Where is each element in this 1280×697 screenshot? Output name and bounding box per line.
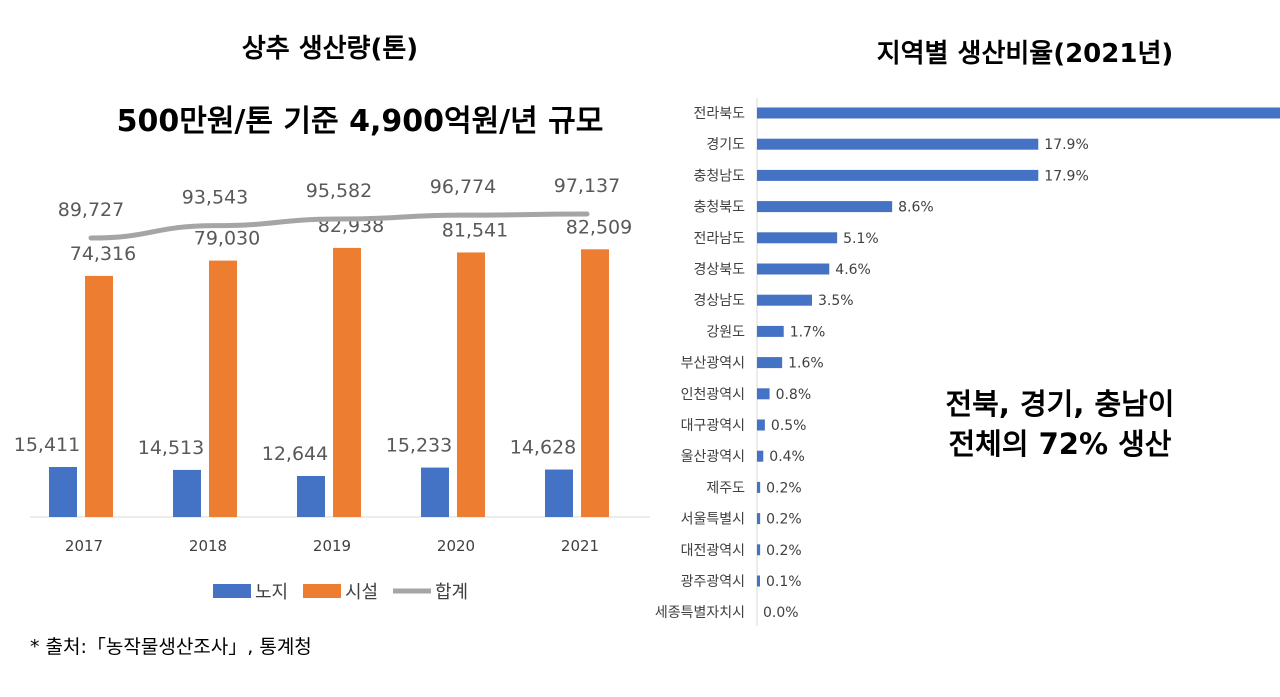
- x-tick-label-2020: 2020: [437, 537, 475, 555]
- bar-서울특별시: [757, 513, 761, 525]
- bar-시설-2021: [581, 249, 609, 517]
- data-label-시설-2020: 81,541: [442, 219, 508, 241]
- category-label-충청북도: 충청북도: [693, 200, 745, 216]
- data-label-경상북도: 4.6%: [835, 262, 871, 278]
- data-label-합계-2017: 89,727: [58, 199, 124, 221]
- bar-전라북도: [757, 107, 1280, 119]
- data-label-강원도: 1.7%: [790, 324, 826, 340]
- category-label-제주도: 제주도: [706, 480, 745, 496]
- callout-line-1: 전북, 경기, 충남이: [945, 387, 1175, 421]
- category-label-전라북도: 전라북도: [693, 106, 745, 122]
- category-label-서울특별시: 서울특별시: [681, 512, 745, 528]
- data-label-대구광역시: 0.5%: [771, 418, 807, 434]
- callout-line-2: 전체의 72% 생산: [948, 427, 1172, 461]
- bar-노지-2018: [173, 469, 201, 517]
- legend-label-노지: 노지: [255, 582, 288, 603]
- x-tick-label-2021: 2021: [561, 537, 599, 555]
- bar-전라남도: [757, 232, 838, 244]
- bar-충청남도: [757, 169, 1039, 181]
- bar-시설-2020: [457, 252, 485, 517]
- bar-시설-2018: [209, 260, 237, 517]
- data-label-제주도: 0.2%: [766, 480, 802, 496]
- data-label-노지-2017: 15,411: [14, 434, 80, 456]
- data-label-경기도: 17.9%: [1044, 137, 1088, 153]
- bar-노지-2017: [49, 466, 77, 517]
- data-label-울산광역시: 0.4%: [769, 449, 805, 465]
- legend-label-시설: 시설: [345, 582, 378, 603]
- legend-swatch-시설: [303, 584, 341, 598]
- data-label-노지-2019: 12,644: [262, 443, 328, 465]
- data-label-광주광역시: 0.1%: [766, 574, 802, 590]
- category-label-울산광역시: 울산광역시: [681, 449, 745, 465]
- production-chart: 15,411 74,316 2017 14,513 79,030 2018 12,644 82…: [14, 175, 650, 603]
- bar-대구광역시: [757, 419, 765, 431]
- data-label-인천광역시: 0.8%: [776, 387, 812, 403]
- data-label-서울특별시: 0.2%: [766, 512, 802, 528]
- data-label-노지-2020: 15,233: [386, 435, 452, 457]
- bar-노지-2019: [297, 475, 325, 517]
- legend-swatch-노지: [213, 584, 251, 598]
- data-label-전라남도: 5.1%: [843, 231, 879, 247]
- category-label-광주광역시: 광주광역시: [681, 574, 745, 590]
- bar-노지-2021: [545, 469, 573, 517]
- data-label-노지-2018: 14,513: [138, 437, 204, 459]
- data-label-시설-2017: 74,316: [70, 243, 136, 265]
- bar-광주광역시: [757, 575, 760, 587]
- left-chart-title: 상추 생산량(톤): [241, 34, 419, 64]
- bar-울산광역시: [757, 450, 764, 462]
- category-label-대구광역시: 대구광역시: [681, 418, 745, 434]
- data-label-충청남도: 17.9%: [1044, 168, 1088, 184]
- category-label-전라남도: 전라남도: [693, 231, 745, 247]
- bar-경상남도: [757, 294, 812, 306]
- left-chart-subtitle: 500만원/톤 기준 4,900억원/년 규모: [116, 104, 604, 139]
- data-label-합계-2018: 93,543: [182, 187, 248, 209]
- series-line-합계: [88, 211, 590, 241]
- data-label-합계-2020: 96,774: [430, 176, 496, 198]
- data-label-시설-2018: 79,030: [194, 228, 260, 250]
- source-note: * 출처:「농작물생산조사」, 통계청: [30, 636, 312, 658]
- category-label-세종특별자치시: 세종특별자치시: [655, 605, 745, 621]
- x-tick-label-2019: 2019: [313, 537, 351, 555]
- category-label-대전광역시: 대전광역시: [681, 543, 745, 559]
- x-tick-label-2018: 2018: [189, 537, 227, 555]
- data-label-세종특별자치시: 0.0%: [763, 605, 799, 621]
- category-label-경기도: 경기도: [706, 137, 745, 153]
- bar-충청북도: [757, 201, 893, 213]
- legend-label-합계: 합계: [435, 582, 468, 603]
- data-label-합계-2019: 95,582: [306, 180, 372, 202]
- category-label-부산광역시: 부산광역시: [681, 356, 745, 372]
- bar-대전광역시: [757, 544, 761, 556]
- x-tick-label-2017: 2017: [65, 537, 103, 555]
- bar-시설-2017: [85, 275, 113, 517]
- category-label-강원도: 강원도: [706, 324, 745, 340]
- data-label-부산광역시: 1.6%: [788, 356, 824, 372]
- right-chart-title: 지역별 생산비율(2021년): [876, 39, 1174, 69]
- bar-시설-2019: [333, 247, 361, 517]
- category-label-경상남도: 경상남도: [693, 293, 745, 309]
- data-label-시설-2021: 82,509: [566, 216, 632, 238]
- bar-부산광역시: [757, 357, 783, 369]
- bar-경기도: [757, 138, 1039, 150]
- category-label-인천광역시: 인천광역시: [681, 387, 745, 403]
- region-share-chart: 전라북도36.4%경기도17.9%충청남도17.9%충청북도8.6%전라남도5.…: [655, 98, 1280, 626]
- data-label-충청북도: 8.6%: [898, 200, 934, 216]
- category-label-경상북도: 경상북도: [693, 262, 745, 278]
- data-label-경상남도: 3.5%: [818, 293, 854, 309]
- data-label-대전광역시: 0.2%: [766, 543, 802, 559]
- bar-제주도: [757, 481, 761, 493]
- bar-노지-2020: [421, 467, 449, 517]
- category-label-충청남도: 충청남도: [693, 168, 745, 184]
- data-label-노지-2021: 14,628: [510, 437, 576, 459]
- bar-인천광역시: [757, 388, 770, 400]
- bar-강원도: [757, 325, 784, 337]
- data-label-합계-2021: 97,137: [554, 175, 620, 197]
- bar-경상북도: [757, 263, 830, 275]
